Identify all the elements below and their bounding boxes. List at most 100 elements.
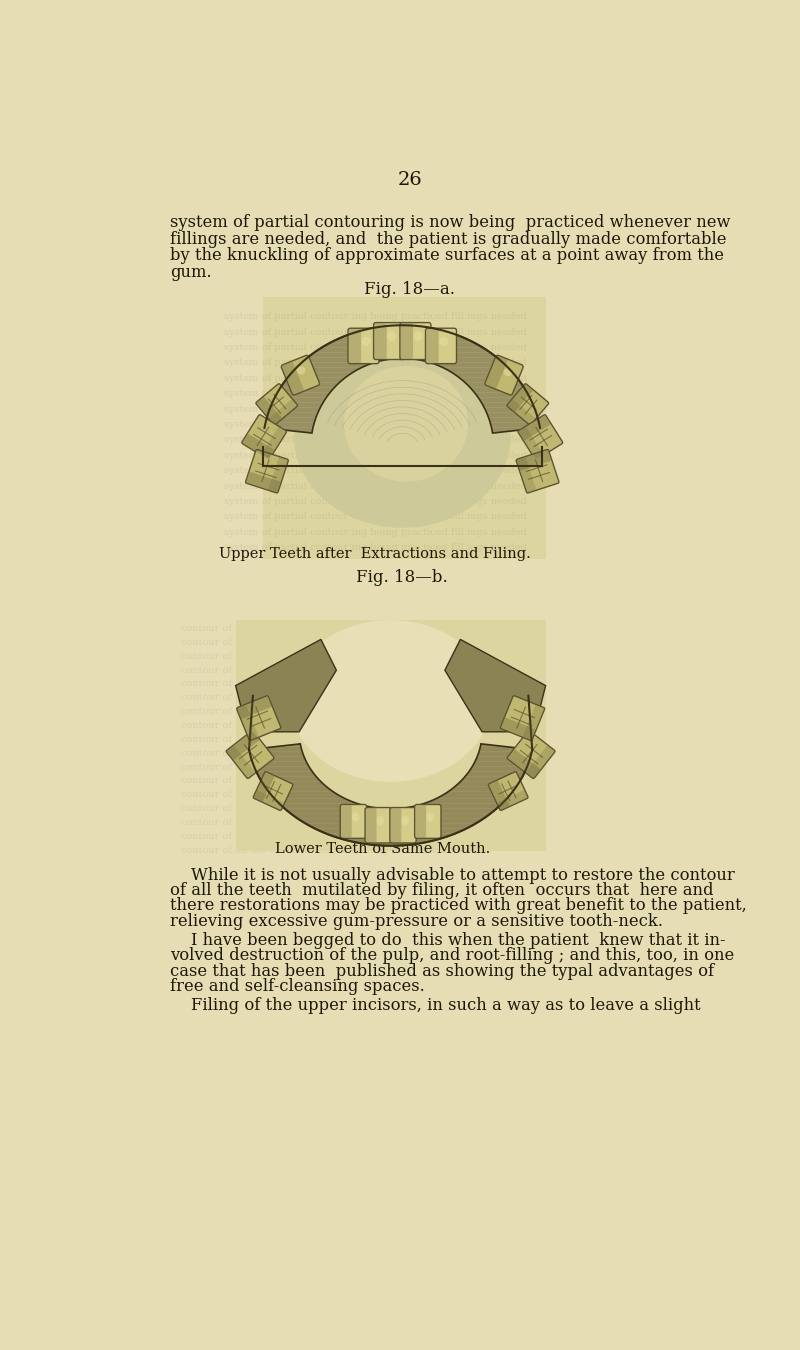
FancyBboxPatch shape [254, 772, 293, 810]
FancyBboxPatch shape [488, 772, 528, 810]
Text: contour of all the teeth mutilated by filing often occurs benefit: contour of all the teeth mutilated by fi… [182, 721, 491, 730]
Text: contour of all the teeth mutilated by filing often occurs benefit: contour of all the teeth mutilated by fi… [182, 818, 491, 828]
Ellipse shape [352, 813, 359, 821]
FancyBboxPatch shape [508, 749, 540, 778]
FancyBboxPatch shape [489, 780, 510, 810]
FancyBboxPatch shape [226, 730, 274, 779]
Text: contour of all the teeth mutilated by filing often occurs benefit: contour of all the teeth mutilated by fi… [182, 763, 491, 772]
Text: Fig. 18—a.: Fig. 18—a. [365, 281, 455, 298]
Text: system of partial contour ing being practiced fill ings needed: system of partial contour ing being prac… [224, 343, 526, 352]
Text: contour of all the teeth mutilated by filing often occurs benefit: contour of all the teeth mutilated by fi… [182, 832, 491, 841]
FancyBboxPatch shape [486, 356, 507, 389]
Text: contour of all the teeth mutilated by filing often occurs benefit: contour of all the teeth mutilated by fi… [182, 652, 491, 660]
FancyBboxPatch shape [426, 328, 457, 363]
Text: contour of all the teeth mutilated by filing often occurs benefit: contour of all the teeth mutilated by fi… [182, 749, 491, 757]
Ellipse shape [297, 366, 306, 374]
Ellipse shape [294, 343, 510, 528]
Text: system of partial contour ing being practiced fill ings needed: system of partial contour ing being prac… [224, 420, 526, 429]
Text: system of partial contour ing being practiced fill ings needed: system of partial contour ing being prac… [224, 405, 526, 413]
Ellipse shape [387, 331, 396, 342]
Polygon shape [236, 640, 336, 732]
Ellipse shape [439, 336, 448, 346]
FancyBboxPatch shape [256, 383, 298, 425]
Text: While it is not usually advisable to attempt to restore the contour: While it is not usually advisable to att… [170, 867, 734, 883]
FancyBboxPatch shape [516, 450, 559, 493]
FancyBboxPatch shape [236, 620, 546, 850]
Text: contour of all the teeth mutilated by filing often occurs benefit: contour of all the teeth mutilated by fi… [182, 624, 491, 633]
FancyBboxPatch shape [507, 383, 549, 425]
Text: system of partial contour ing being practiced fill ings needed: system of partial contour ing being prac… [224, 374, 526, 383]
Text: contour of all the teeth mutilated by filing often occurs benefit: contour of all the teeth mutilated by fi… [182, 776, 491, 786]
Text: system of partial contour ing being practiced fill ings needed: system of partial contour ing being prac… [224, 328, 526, 336]
FancyBboxPatch shape [508, 400, 535, 424]
FancyBboxPatch shape [518, 414, 562, 459]
FancyBboxPatch shape [282, 355, 319, 396]
FancyBboxPatch shape [270, 400, 297, 424]
Text: Upper Teeth after  Extractions and Filing.: Upper Teeth after Extractions and Filing… [219, 547, 531, 562]
Ellipse shape [426, 813, 434, 821]
Text: contour of all the teeth mutilated by filing often occurs benefit: contour of all the teeth mutilated by fi… [182, 637, 491, 647]
Ellipse shape [402, 815, 409, 825]
FancyBboxPatch shape [262, 427, 286, 459]
Ellipse shape [414, 331, 422, 342]
FancyBboxPatch shape [519, 427, 543, 459]
Text: relieving excessive gum-pressure or a sensitive tooth-neck.: relieving excessive gum-pressure or a se… [170, 913, 662, 930]
Text: volved destruction of the pulp, and root-filling ; and this, too, in one: volved destruction of the pulp, and root… [170, 948, 734, 964]
Text: Lower Teeth of Same Mouth.: Lower Teeth of Same Mouth. [275, 842, 490, 856]
FancyBboxPatch shape [501, 695, 545, 741]
Text: there restorations may be practiced with great benefit to the patient,: there restorations may be practiced with… [170, 898, 746, 914]
FancyBboxPatch shape [254, 790, 284, 810]
Text: contour of all the teeth mutilated by filing often occurs benefit: contour of all the teeth mutilated by fi… [182, 790, 491, 799]
FancyBboxPatch shape [502, 718, 535, 740]
FancyBboxPatch shape [237, 695, 281, 741]
Text: fillings are needed, and  the patient is gradually made comfortable: fillings are needed, and the patient is … [170, 231, 726, 247]
Text: system of partial contour ing being practiced fill ings needed: system of partial contour ing being prac… [224, 435, 526, 444]
Ellipse shape [290, 620, 491, 782]
Ellipse shape [362, 336, 370, 346]
Text: system of partial contour ing being practiced fill ings needed: system of partial contour ing being prac… [224, 513, 526, 521]
Text: contour of all the teeth mutilated by filing often occurs benefit: contour of all the teeth mutilated by fi… [182, 694, 491, 702]
Polygon shape [445, 640, 546, 732]
FancyBboxPatch shape [374, 323, 405, 359]
Polygon shape [249, 744, 532, 845]
Ellipse shape [377, 815, 384, 825]
Text: contour of all the teeth mutilated by filing often occurs benefit: contour of all the teeth mutilated by fi… [182, 679, 491, 688]
Text: I have been begged to do  this when the patient  knew that it in-: I have been begged to do this when the p… [170, 931, 726, 949]
Text: system of partial contour ing being practiced fill ings needed: system of partial contour ing being prac… [224, 451, 526, 460]
Text: by the knuckling of approximate surfaces at a point away from the: by the knuckling of approximate surfaces… [170, 247, 724, 265]
Text: system of partial contour ing being practiced fill ings needed: system of partial contour ing being prac… [224, 466, 526, 475]
FancyBboxPatch shape [485, 355, 523, 396]
Text: system of partial contouring is now being  practiced whenever new: system of partial contouring is now bein… [170, 213, 730, 231]
FancyBboxPatch shape [366, 809, 377, 842]
Text: system of partial contour ing being practiced fill ings needed: system of partial contour ing being prac… [224, 543, 526, 552]
Text: system of partial contour ing being practiced fill ings needed: system of partial contour ing being prac… [224, 528, 526, 537]
FancyBboxPatch shape [517, 451, 551, 471]
FancyBboxPatch shape [526, 745, 554, 778]
FancyBboxPatch shape [348, 328, 379, 363]
Text: Fig. 18—b.: Fig. 18—b. [356, 568, 448, 586]
FancyBboxPatch shape [349, 329, 361, 363]
Text: contour of all the teeth mutilated by filing often occurs benefit: contour of all the teeth mutilated by fi… [182, 666, 491, 675]
FancyBboxPatch shape [238, 697, 271, 718]
FancyBboxPatch shape [227, 732, 259, 760]
FancyBboxPatch shape [242, 433, 274, 459]
FancyBboxPatch shape [257, 397, 282, 424]
Text: case that has been  published as showing the typal advantages of: case that has been published as showing … [170, 963, 714, 980]
Ellipse shape [344, 366, 468, 482]
Text: of all the teeth  mutilated by filing, it often  occurs that  here and: of all the teeth mutilated by filing, it… [170, 882, 714, 899]
FancyBboxPatch shape [400, 323, 431, 359]
FancyBboxPatch shape [507, 730, 555, 779]
FancyBboxPatch shape [517, 458, 536, 493]
Text: system of partial contour ing being practiced fill ings needed: system of partial contour ing being prac… [224, 497, 526, 506]
FancyBboxPatch shape [498, 790, 527, 810]
FancyBboxPatch shape [246, 450, 288, 493]
FancyBboxPatch shape [414, 805, 441, 838]
FancyBboxPatch shape [254, 772, 274, 802]
FancyBboxPatch shape [262, 297, 546, 559]
FancyBboxPatch shape [519, 416, 550, 440]
FancyBboxPatch shape [246, 472, 281, 493]
Text: 26: 26 [398, 171, 422, 189]
FancyBboxPatch shape [390, 809, 402, 842]
Text: free and self-cleansing spaces.: free and self-cleansing spaces. [170, 979, 425, 995]
Text: gum.: gum. [170, 265, 211, 281]
